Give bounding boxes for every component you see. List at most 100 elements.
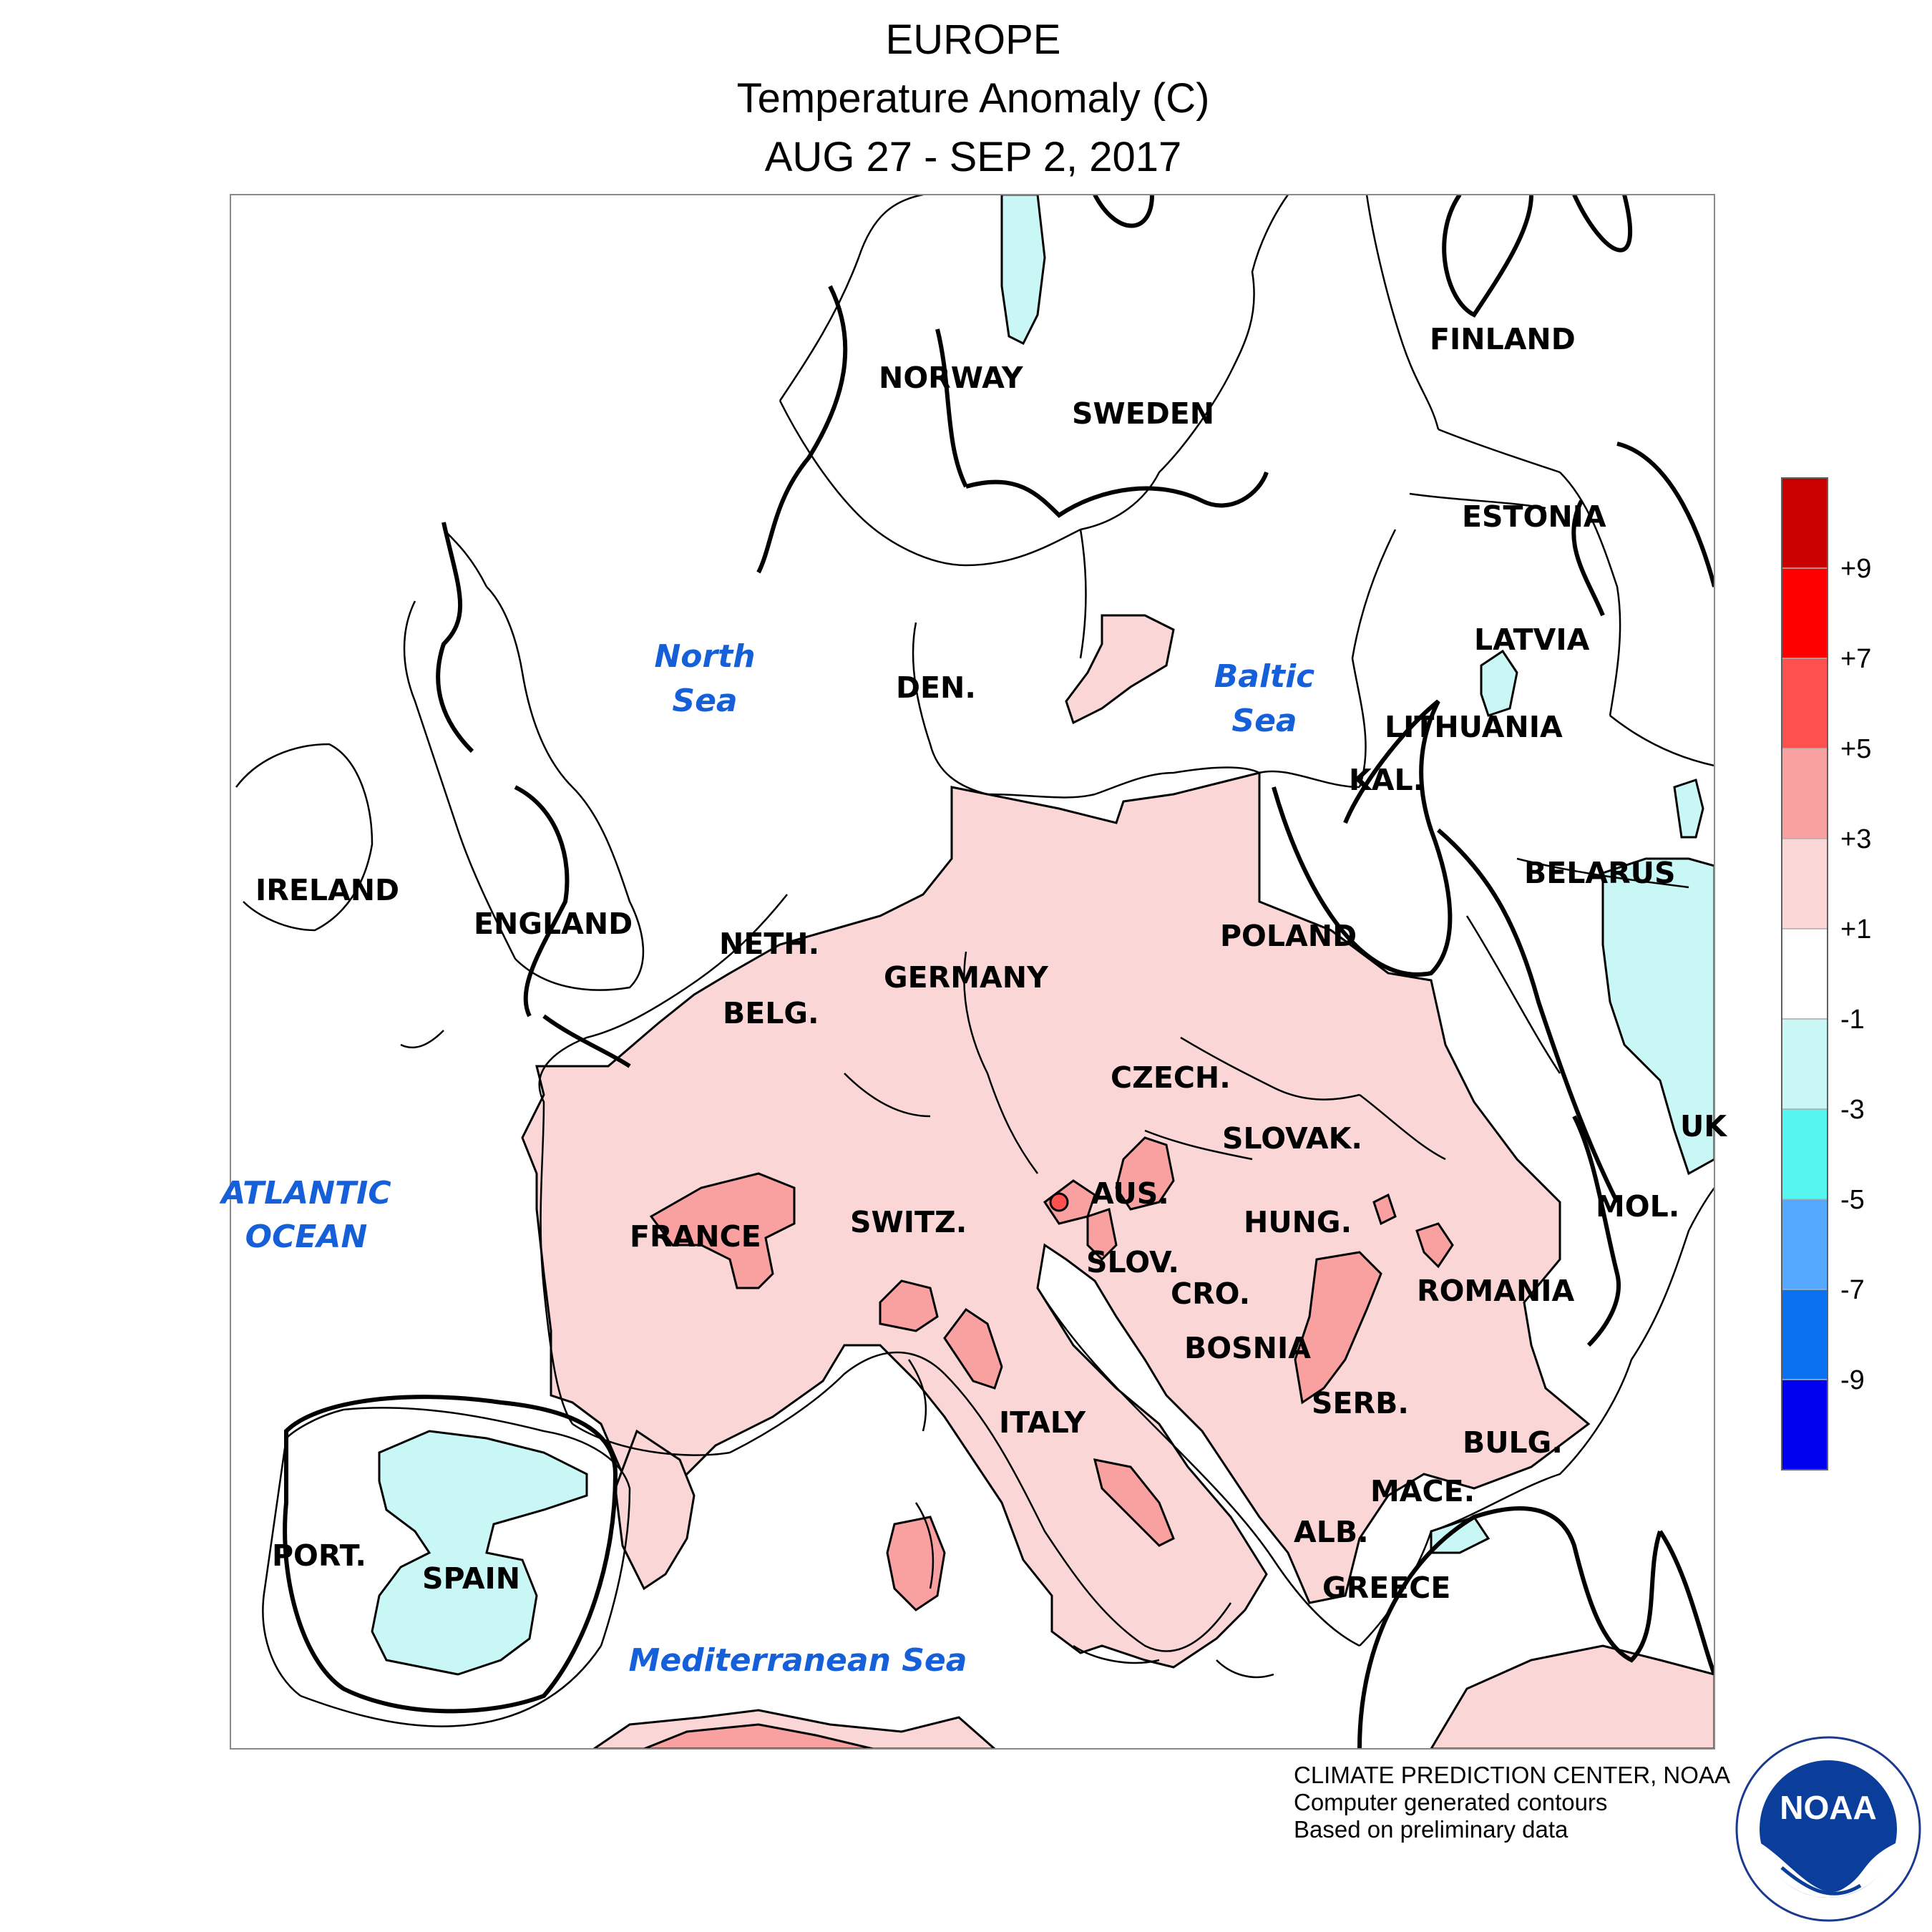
legend-swatch <box>1781 748 1828 839</box>
label-czech: CZECH. <box>1111 1060 1231 1095</box>
anomaly-core-alps <box>879 1279 939 1332</box>
anomaly-core-tyrol <box>1043 1179 1096 1225</box>
legend-tick-label: -7 <box>1840 1275 1865 1305</box>
label-belarus: BELARUS <box>1524 856 1676 890</box>
label-hung: HUNG. <box>1244 1205 1352 1239</box>
warm-anomaly-region-iberia-coast <box>614 1429 696 1591</box>
label-spain: SPAIN <box>422 1561 520 1596</box>
cool-anomaly-region-spain <box>371 1430 588 1676</box>
zero-contour-lines <box>283 195 1714 1749</box>
credit-line-1: CLIMATE PREDICTION CENTER, NOAA <box>1294 1762 1730 1788</box>
label-mol: MOL. <box>1596 1189 1679 1224</box>
label-greece: GREECE <box>1322 1571 1450 1605</box>
label-poland: POLAND <box>1220 919 1357 953</box>
label-estonia: ESTONIA <box>1462 499 1606 534</box>
anomaly-core-france <box>649 1172 796 1289</box>
legend-swatch <box>1781 838 1828 930</box>
anomaly-core-romania <box>1415 1222 1454 1269</box>
legend-tick-label: +5 <box>1840 734 1871 764</box>
label-north-sea-line1: North <box>654 638 755 675</box>
label-alb: ALB. <box>1294 1515 1369 1549</box>
legend-swatch <box>1781 567 1828 659</box>
label-lithuania: LITHUANIA <box>1385 710 1563 744</box>
label-atlantic-ocean-line1: ATLANTIC <box>219 1175 391 1211</box>
anomaly-core-romania-west <box>1372 1193 1397 1226</box>
label-neth: NETH. <box>719 927 819 961</box>
label-germany: GERMANY <box>884 960 1049 995</box>
credit-line-3: Based on preliminary data <box>1294 1816 1568 1843</box>
label-north-sea-line2: Sea <box>672 683 737 719</box>
label-bosnia: BOSNIA <box>1184 1331 1311 1365</box>
label-atlantic-ocean-line2: OCEAN <box>245 1219 368 1255</box>
label-italy: ITALY <box>999 1405 1087 1440</box>
label-mace: MACE. <box>1370 1474 1475 1508</box>
label-sweden: SWEDEN <box>1072 396 1214 431</box>
legend-swatch <box>1781 1108 1828 1200</box>
noaa-logo: NOAA <box>1735 1736 1921 1922</box>
label-latvia: LATVIA <box>1474 623 1590 657</box>
label-england: ENGLAND <box>474 907 633 941</box>
credit-line-2: Computer generated contours <box>1294 1789 1608 1815</box>
warm-anomaly-region-sardinia <box>886 1516 946 1611</box>
legend-swatch <box>1781 1289 1828 1380</box>
country-labels: NORWAY SWEDEN FINLAND ESTONIA LATVIA LIT… <box>255 322 1728 1605</box>
label-belg: BELG. <box>723 996 819 1030</box>
label-france: FRANCE <box>630 1219 761 1254</box>
map-title: EUROPE <box>885 16 1061 63</box>
anomaly-core-italy-north <box>943 1307 1003 1390</box>
label-baltic-sea-line2: Sea <box>1231 703 1297 739</box>
label-mediterranean-sea: Mediterranean Sea <box>629 1642 967 1679</box>
label-slovak: SLOVAK. <box>1222 1121 1362 1156</box>
anomaly-core-slovenia <box>1086 1208 1118 1262</box>
anomaly-core-italy-south <box>1093 1458 1175 1547</box>
legend: +9 +7 +5 +3 +1 -1 -3 -5 -7 -9 <box>1781 477 1871 1470</box>
cool-anomaly-region-ukraine <box>1601 857 1714 1176</box>
label-switz: SWITZ. <box>850 1205 967 1239</box>
label-aus: AUS. <box>1091 1176 1169 1211</box>
anomaly-core-austria <box>1115 1136 1175 1211</box>
warm-anomaly-region-south-sweden <box>1065 614 1175 725</box>
legend-tick-label: -1 <box>1840 1005 1865 1035</box>
cool-anomaly-region-belarus <box>1673 779 1704 839</box>
cool-anomaly-region-norway <box>1000 195 1046 346</box>
legend-tick-label: +9 <box>1840 554 1871 584</box>
legend-swatch <box>1781 928 1828 1020</box>
legend-tick-label: -9 <box>1840 1365 1865 1395</box>
cool-anomaly-region-latvia <box>1480 649 1518 717</box>
label-finland: FINLAND <box>1430 322 1576 356</box>
legend-tick-label: +3 <box>1840 824 1871 854</box>
legend-frame <box>1781 477 1828 1470</box>
coastlines-and-borders <box>235 195 1714 1727</box>
cool-anomaly-region-greece <box>1430 1516 1491 1554</box>
noaa-logo-text: NOAA <box>1780 1789 1876 1826</box>
map-date-range: AUG 27 - SEP 2, 2017 <box>764 134 1182 180</box>
sea-labels: North Sea Baltic Sea ATLANTIC OCEAN Medi… <box>219 638 1314 1679</box>
label-ukraine: UK <box>1680 1109 1728 1143</box>
warm-anomaly-region-southeast <box>1430 1644 1714 1749</box>
legend-swatch <box>1781 1379 1828 1470</box>
label-cro: CRO. <box>1171 1277 1250 1311</box>
legend-swatch <box>1781 1199 1828 1290</box>
legend-swatch <box>1781 1018 1828 1110</box>
anomaly-peak-alps <box>1049 1192 1069 1212</box>
label-port: PORT. <box>272 1538 366 1573</box>
label-norway: NORWAY <box>879 361 1024 395</box>
label-den: DEN. <box>896 670 976 705</box>
warm-anomaly-region-north-africa-core <box>643 1723 874 1749</box>
label-serb: SERB. <box>1312 1386 1409 1420</box>
legend-tick-label: -5 <box>1840 1185 1865 1215</box>
legend-tick-label: -3 <box>1840 1095 1865 1125</box>
anomaly-core-balkans <box>1294 1251 1382 1405</box>
label-bulg: BULG. <box>1463 1425 1563 1460</box>
map-frame <box>230 194 1715 1750</box>
legend-tick-label: +1 <box>1840 914 1871 945</box>
legend-swatch <box>1781 477 1828 569</box>
map-subtitle: Temperature Anomaly (C) <box>736 75 1210 122</box>
label-ireland: IRELAND <box>255 873 399 907</box>
map-content <box>235 195 1714 1749</box>
label-kal: KAL. <box>1349 763 1424 797</box>
legend-swatch <box>1781 658 1828 749</box>
label-baltic-sea-line1: Baltic <box>1214 658 1315 695</box>
legend-tick-label: +7 <box>1840 644 1871 674</box>
